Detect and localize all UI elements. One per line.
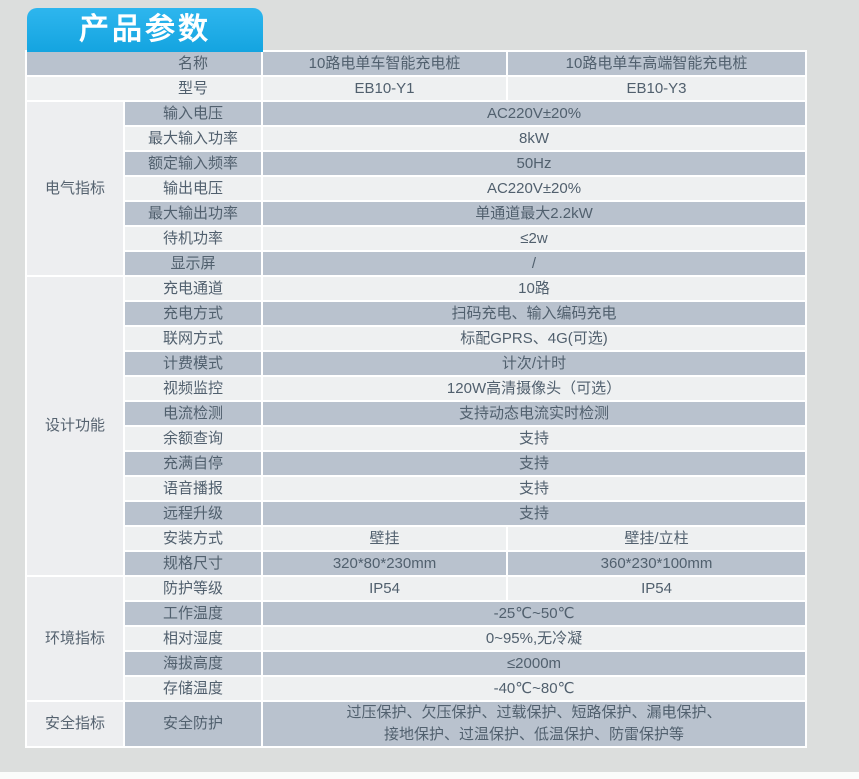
param-value-cell: 10路电单车高端智能充电桩 xyxy=(508,52,806,75)
param-name-cell: 视频监控 xyxy=(125,377,262,400)
param-name-cell: 额定输入频率 xyxy=(125,152,262,175)
param-value-cell: 8kW xyxy=(263,127,806,150)
param-value-cell: EB10-Y1 xyxy=(263,77,507,100)
param-value-cell: 支持动态电流实时检测 xyxy=(263,402,806,425)
param-value-cell: -25℃~50℃ xyxy=(263,602,806,625)
param-name-cell: 海拔高度 xyxy=(125,652,262,675)
param-value-cell: 120W高清摄像头（可选） xyxy=(263,377,806,400)
param-value-cell: ≤2w xyxy=(263,227,806,250)
param-name-cell: 安全防护 xyxy=(125,702,262,746)
param-name-cell: 电流检测 xyxy=(125,402,262,425)
param-name-cell: 名称 xyxy=(27,52,262,75)
spec-row: 型号 EB10-Y1 EB10-Y3 xyxy=(27,77,806,100)
param-value-cell: 扫码充电、输入编码充电 xyxy=(263,302,806,325)
spec-row: 安装方式 壁挂 壁挂/立柱 xyxy=(27,527,806,550)
spec-row: 联网方式 标配GPRS、4G(可选) xyxy=(27,327,806,350)
param-value-cell: 10路 xyxy=(263,277,806,300)
spec-row: 充电方式 扫码充电、输入编码充电 xyxy=(27,302,806,325)
param-name-cell: 余额查询 xyxy=(125,427,262,450)
spec-row: 输出电压 AC220V±20% xyxy=(27,177,806,200)
param-name-cell: 输出电压 xyxy=(125,177,262,200)
spec-row: 存储温度 -40℃~80℃ xyxy=(27,677,806,700)
param-value-cell: 支持 xyxy=(263,427,806,450)
spec-row: 设计功能 充电通道 10路 xyxy=(27,277,806,575)
spec-row: 余额查询 支持 xyxy=(27,427,806,450)
param-value-cell: -40℃~80℃ xyxy=(263,677,806,700)
param-value-cell: 标配GPRS、4G(可选) xyxy=(263,327,806,350)
param-value-cell: AC220V±20% xyxy=(263,102,806,125)
param-name-cell: 远程升级 xyxy=(125,502,262,525)
param-name-cell: 语音播报 xyxy=(125,477,262,500)
param-value-cell: 单通道最大2.2kW xyxy=(263,202,806,225)
param-name-cell: 输入电压 xyxy=(125,102,262,125)
param-name-cell: 防护等级 xyxy=(125,577,262,600)
param-value-cell: IP54 xyxy=(508,577,806,600)
param-name-cell: 工作温度 xyxy=(125,602,262,625)
param-name-cell: 计费模式 xyxy=(125,352,262,375)
spec-row: 远程升级 支持 xyxy=(27,502,806,525)
param-value-cell: 壁挂 xyxy=(263,527,507,550)
param-name-cell: 相对湿度 xyxy=(125,627,262,650)
spec-row: 电气指标 输入电压 AC220V±20% xyxy=(27,102,806,275)
param-value-cell: EB10-Y3 xyxy=(508,77,806,100)
spec-row: 海拔高度 ≤2000m xyxy=(27,652,806,675)
param-group-cell: 设计功能 xyxy=(27,277,123,575)
section-tab: 产品参数 xyxy=(27,8,263,52)
spec-row: 语音播报 支持 xyxy=(27,477,806,500)
spec-row: 安全指标 安全防护 过压保护、欠压保护、过载保护、短路保护、漏电保护、 接地保护… xyxy=(27,702,806,746)
param-value-cell: 320*80*230mm xyxy=(263,552,507,575)
param-value-cell: / xyxy=(263,252,806,275)
spec-row: 视频监控 120W高清摄像头（可选） xyxy=(27,377,806,400)
param-value-cell: 过压保护、欠压保护、过载保护、短路保护、漏电保护、 接地保护、过温保护、低温保护… xyxy=(263,702,806,746)
param-value-cell: ≤2000m xyxy=(263,652,806,675)
param-name-cell: 存储温度 xyxy=(125,677,262,700)
param-value-cell: AC220V±20% xyxy=(263,177,806,200)
param-value-cell: 支持 xyxy=(263,452,806,475)
spec-row: 最大输入功率 8kW xyxy=(27,127,806,150)
param-value-cell: 计次/计时 xyxy=(263,352,806,375)
spec-row: 工作温度 -25℃~50℃ xyxy=(27,602,806,625)
param-name-cell: 安装方式 xyxy=(125,527,262,550)
spec-row: 电流检测 支持动态电流实时检测 xyxy=(27,402,806,425)
param-value-cell: 支持 xyxy=(263,477,806,500)
param-value-cell: 壁挂/立柱 xyxy=(508,527,806,550)
param-name-cell: 充电方式 xyxy=(125,302,262,325)
param-name-cell: 充电通道 xyxy=(125,277,262,300)
param-name-cell: 显示屏 xyxy=(125,252,262,275)
spec-row: 最大输出功率 单通道最大2.2kW xyxy=(27,202,806,225)
param-name-cell: 最大输入功率 xyxy=(125,127,262,150)
param-group-cell: 环境指标 xyxy=(27,577,123,700)
spec-row: 相对湿度 0~95%,无冷凝 xyxy=(27,627,806,650)
spec-row: 待机功率 ≤2w xyxy=(27,227,806,250)
param-value-cell: 50Hz xyxy=(263,152,806,175)
param-value-cell: 360*230*100mm xyxy=(508,552,806,575)
spec-row: 环境指标 防护等级 IP54 IP54 xyxy=(27,577,806,700)
param-name-cell: 规格尺寸 xyxy=(125,552,262,575)
param-value-cell: 10路电单车智能充电桩 xyxy=(263,52,507,75)
param-name-cell: 充满自停 xyxy=(125,452,262,475)
spec-row: 充满自停 支持 xyxy=(27,452,806,475)
param-name-cell: 最大输出功率 xyxy=(125,202,262,225)
param-name-cell: 待机功率 xyxy=(125,227,262,250)
spec-row: 计费模式 计次/计时 xyxy=(27,352,806,375)
param-value-cell: 支持 xyxy=(263,502,806,525)
spec-row: 规格尺寸 320*80*230mm 360*230*100mm xyxy=(27,552,806,575)
spec-table: 名称 10路电单车智能充电桩 10路电单车高端智能充电桩 型号 EB10-Y1 … xyxy=(25,50,808,748)
spec-row: 名称 10路电单车智能充电桩 10路电单车高端智能充电桩 xyxy=(27,52,806,75)
page-title: 产品参数 xyxy=(79,13,211,46)
param-name-cell: 联网方式 xyxy=(125,327,262,350)
param-group-cell: 安全指标 xyxy=(27,702,123,746)
spec-row: 额定输入频率 50Hz xyxy=(27,152,806,175)
spec-row: 显示屏 / xyxy=(27,252,806,275)
param-value-cell: 0~95%,无冷凝 xyxy=(263,627,806,650)
param-group-cell: 电气指标 xyxy=(27,102,123,275)
bottom-divider xyxy=(0,772,859,779)
param-value-cell: IP54 xyxy=(263,577,507,600)
param-name-cell: 型号 xyxy=(27,77,262,100)
